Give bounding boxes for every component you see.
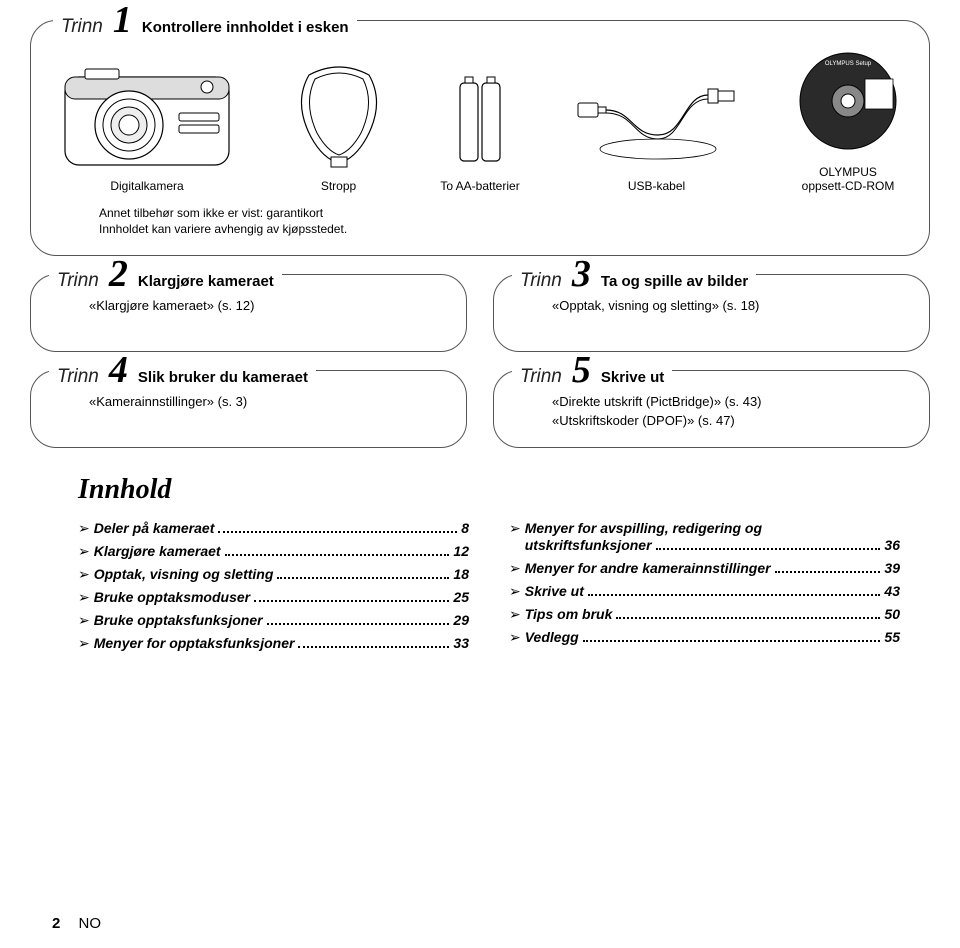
step1-number: 1 [113,3,132,37]
toc: ➢Deler på kameraet8 ➢Klargjøre kameraet1… [30,520,930,658]
strap-icon [289,63,389,173]
toc-row: ➢Skrive ut43 [509,583,900,600]
step1-title: Kontrollere innholdet i esken [142,19,349,36]
item-cd-label: OLYMPUS oppsett-CD-ROM [802,165,895,193]
step-word: Trinn [61,16,103,38]
step5-ref: «Direkte utskrift (PictBridge)» (s. 43) … [552,393,909,429]
step4-header: Trinn 4 Slik bruker du kameraet [49,353,316,388]
step1-header: Trinn 1 Kontrollere innholdet i esken [53,3,357,38]
toc-row: ➢Menyer for opptaksfunksjoner33 [78,635,469,652]
toc-row: ➢Menyer for andre kamerainnstillinger39 [509,560,900,577]
step1-panel: Trinn 1 Kontrollere innholdet i esken Di… [30,20,930,256]
bullet-icon: ➢ [509,520,521,537]
step5-panel: Trinn 5 Skrive ut «Direkte utskrift (Pic… [493,370,930,448]
bullet-icon: ➢ [78,612,90,629]
toc-row: ➢Vedlegg55 [509,629,900,646]
item-cd: OLYMPUS Setup OLYMPUS oppsett-CD-ROM [793,49,903,193]
step2-ref: «Klargjøre kameraet» (s. 12) [89,297,446,315]
step3-number: 3 [572,257,591,291]
step4-ref: «Kamerainnstillinger» (s. 3) [89,393,446,411]
bullet-icon: ➢ [509,583,521,600]
step3-title: Ta og spille av bilder [601,273,748,290]
item-strap-label: Stropp [321,179,356,193]
bullet-icon: ➢ [509,629,521,646]
toc-row: ➢Tips om bruk50 [509,606,900,623]
item-camera-label: Digitalkamera [110,179,183,193]
step4-title: Slik bruker du kameraet [138,369,308,386]
step2-number: 2 [109,257,128,291]
toc-col-left: ➢Deler på kameraet8 ➢Klargjøre kameraet1… [78,520,469,658]
step5-title: Skrive ut [601,369,664,386]
toc-row: ➢Menyer for avspilling, redigering og ➢u… [509,520,900,554]
step1-footnote: Annet tilbehør som ikke er vist: garanti… [51,205,909,237]
page-lang: NO [79,915,102,932]
step3-panel: Trinn 3 Ta og spille av bilder «Opptak, … [493,274,930,352]
bullet-icon: ➢ [78,543,90,560]
item-strap: Stropp [289,63,389,193]
toc-row: ➢Klargjøre kameraet12 [78,543,469,560]
step2-panel: Trinn 2 Klargjøre kameraet «Klargjøre ka… [30,274,467,352]
box-contents-row: Digitalkamera Stropp To AA-batterier [51,49,909,193]
bullet-icon: ➢ [509,606,521,623]
batteries-icon [440,63,520,173]
bullet-icon: ➢ [509,560,521,577]
page-number: 2 [52,915,60,932]
step5-number: 5 [572,353,591,387]
cd-brand-text: OLYMPUS Setup [825,61,872,67]
step3-ref: «Opptak, visning og sletting» (s. 18) [552,297,909,315]
contents-heading: Innhold [78,474,930,506]
toc-row: ➢Bruke opptaksmoduser25 [78,589,469,606]
step4-number: 4 [109,353,128,387]
step2-title: Klargjøre kameraet [138,273,274,290]
toc-row: ➢Bruke opptaksfunksjoner29 [78,612,469,629]
step3-header: Trinn 3 Ta og spille av bilder [512,257,756,292]
page-footer: 2 NO [52,915,101,932]
bullet-icon: ➢ [78,635,90,652]
step4-panel: Trinn 4 Slik bruker du kameraet «Kamerai… [30,370,467,448]
toc-row: ➢Deler på kameraet8 [78,520,469,537]
item-usb-label: USB-kabel [628,179,685,193]
step2-header: Trinn 2 Klargjøre kameraet [49,257,282,292]
step5-header: Trinn 5 Skrive ut [512,353,672,388]
item-batteries: To AA-batterier [440,63,520,193]
item-batteries-label: To AA-batterier [440,179,519,193]
bullet-icon: ➢ [78,589,90,606]
camera-icon [57,63,237,173]
item-usb: USB-kabel [572,63,742,193]
item-camera: Digitalkamera [57,63,237,193]
toc-col-right: ➢Menyer for avspilling, redigering og ➢u… [509,520,900,658]
toc-row: ➢Opptak, visning og sletting18 [78,566,469,583]
bullet-icon: ➢ [78,566,90,583]
usb-icon [572,63,742,173]
cd-icon: OLYMPUS Setup [793,49,903,159]
bullet-icon: ➢ [78,520,90,537]
